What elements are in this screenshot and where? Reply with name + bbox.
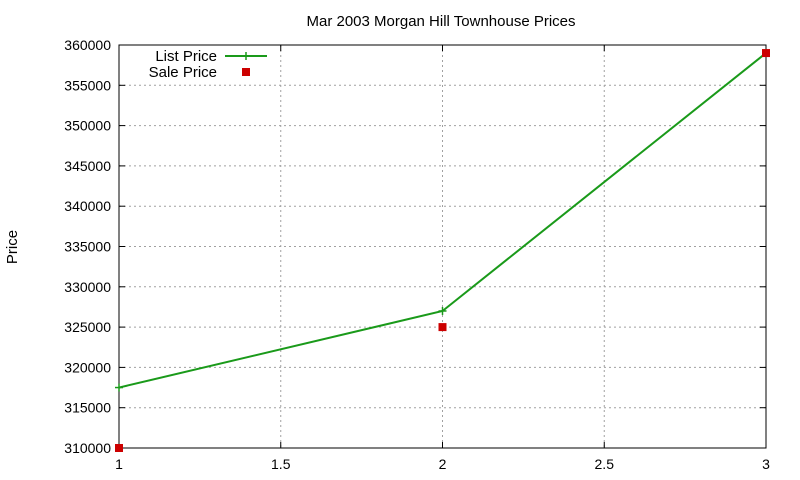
axis-ticks: 1 1.5 2 2.5 3 310000 315000 320000 325000 330000 3… <box>64 37 770 472</box>
data-point <box>438 323 447 332</box>
data-point <box>438 306 447 315</box>
series-layer <box>115 49 770 452</box>
y-tick-label: 350000 <box>64 118 111 134</box>
y-tick-label: 320000 <box>64 359 111 375</box>
x-tick-label: 2.5 <box>595 456 615 472</box>
x-tick-label: 2 <box>439 456 447 472</box>
legend-label: Sale Price <box>149 64 217 81</box>
plot-frame <box>118 44 767 449</box>
x-tick-label: 1.5 <box>271 456 291 472</box>
series-sale-price <box>115 49 770 452</box>
legend-marker <box>242 52 250 60</box>
data-point <box>762 49 770 58</box>
y-tick-label: 325000 <box>64 319 111 335</box>
data-point <box>115 383 123 392</box>
grid <box>119 45 766 448</box>
y-tick-label: 335000 <box>64 239 111 255</box>
x-tick-label: 3 <box>762 456 770 472</box>
y-tick-label: 360000 <box>64 37 111 53</box>
y-tick-label: 355000 <box>64 77 111 93</box>
legend-label: List Price <box>155 48 217 65</box>
y-tick-label: 330000 <box>64 279 111 295</box>
y-tick-label: 345000 <box>64 158 111 174</box>
y-tick-label: 310000 <box>64 440 111 456</box>
y-tick-label: 315000 <box>64 400 111 416</box>
legend-marker <box>242 68 250 76</box>
y-tick-label: 340000 <box>64 198 111 214</box>
chart-title: Mar 2003 Morgan Hill Townhouse Prices <box>306 13 575 30</box>
y-axis-label: Price <box>4 230 21 264</box>
data-point <box>115 444 123 452</box>
x-tick-label: 1 <box>115 456 123 472</box>
